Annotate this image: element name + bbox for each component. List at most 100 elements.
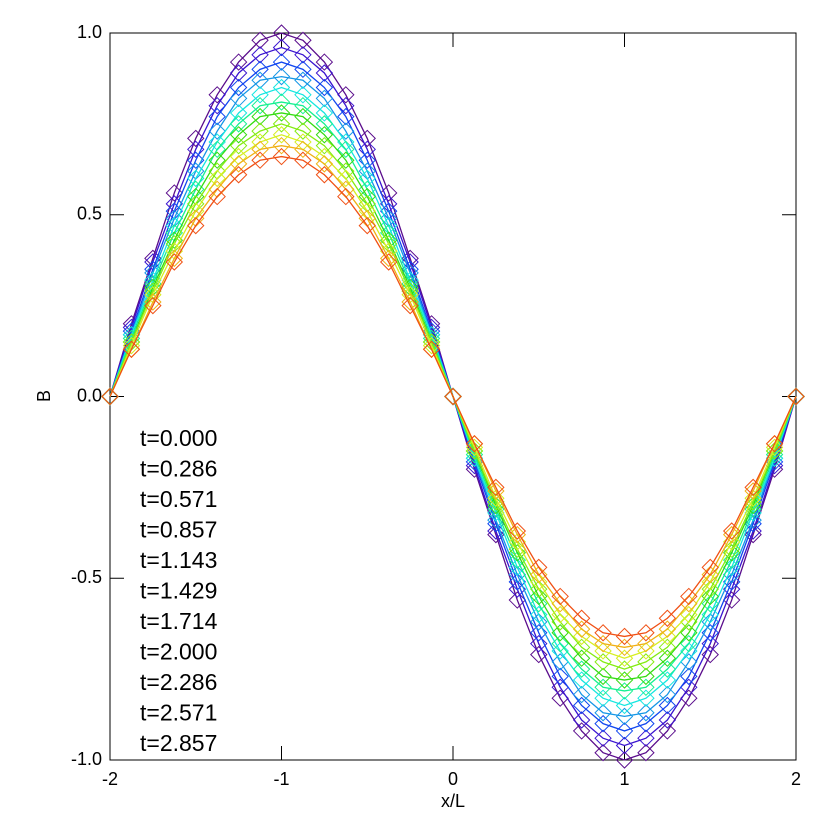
diamond-marker — [615, 736, 634, 755]
diamond-marker — [337, 140, 355, 159]
diamond-marker — [615, 696, 634, 715]
diamond-marker — [465, 445, 484, 464]
diamond-marker — [637, 744, 655, 762]
diamond-marker — [551, 605, 569, 624]
legend-entry: t=0.857 — [140, 517, 217, 543]
y-tick-label: 0.5 — [77, 204, 102, 224]
y-tick-label: 1.0 — [77, 22, 102, 42]
diamond-marker — [444, 387, 462, 406]
diamond-marker — [337, 96, 355, 115]
legend-entry: t=2.571 — [140, 700, 217, 726]
diamond-marker — [701, 594, 719, 613]
diamond-marker — [744, 482, 762, 500]
diamond-marker — [572, 609, 591, 627]
diamond-marker — [508, 522, 527, 540]
diamond-marker — [187, 151, 205, 169]
diamond-marker — [315, 104, 334, 122]
series-line — [109, 155, 797, 638]
diamond-marker — [401, 282, 419, 300]
diamond-marker — [487, 478, 505, 497]
diamond-marker — [572, 649, 591, 667]
diamond-marker — [272, 147, 291, 166]
diamond-marker — [722, 540, 741, 558]
diamond-marker — [379, 231, 398, 249]
diamond-marker — [229, 155, 248, 173]
diamond-marker — [765, 445, 784, 464]
diamond-marker — [251, 151, 269, 169]
diamond-marker — [294, 60, 312, 79]
diamond-marker — [765, 438, 784, 457]
diamond-marker — [744, 489, 762, 507]
diamond-marker — [594, 704, 612, 722]
diamond-marker — [637, 714, 655, 733]
diamond-marker — [701, 624, 719, 642]
diamond-marker — [572, 722, 591, 740]
diamond-marker — [208, 86, 226, 104]
diamond-marker — [658, 711, 677, 729]
diamond-marker — [530, 613, 548, 631]
diamond-marker — [465, 438, 484, 457]
legend-entry: t=1.143 — [140, 547, 217, 573]
diamond-marker — [465, 435, 484, 453]
diamond-marker — [251, 46, 269, 64]
diamond-marker — [658, 627, 677, 646]
diamond-marker — [530, 605, 548, 624]
diamond-marker — [272, 53, 291, 71]
diamond-marker — [251, 60, 269, 79]
diamond-marker — [187, 140, 205, 159]
diamond-marker — [658, 620, 677, 638]
x-tick-label: -2 — [102, 769, 118, 789]
diamond-marker — [508, 551, 527, 569]
diamond-marker — [615, 751, 634, 769]
diamond-marker — [572, 671, 591, 689]
x-tick-label: 1 — [619, 769, 629, 789]
diamond-marker — [572, 620, 591, 638]
diamond-marker — [701, 558, 719, 577]
diamond-marker — [551, 642, 569, 660]
y-tick-label: -1.0 — [71, 749, 102, 769]
diamond-marker — [294, 46, 312, 64]
diamond-marker — [594, 678, 612, 697]
diamond-marker — [508, 540, 527, 558]
diamond-marker — [187, 129, 205, 148]
diamond-marker — [358, 151, 376, 169]
diamond-marker — [229, 166, 248, 184]
diamond-marker — [251, 71, 269, 89]
diamond-marker — [765, 442, 784, 460]
diamond-marker — [487, 500, 505, 518]
diamond-marker — [530, 634, 548, 653]
diamond-marker — [208, 140, 226, 159]
diamond-marker — [315, 64, 334, 82]
diamond-marker — [572, 711, 591, 729]
diamond-marker — [572, 696, 591, 715]
diamond-marker — [530, 573, 548, 591]
diamond-marker — [615, 638, 634, 657]
diamond-marker — [358, 140, 376, 159]
diamond-marker — [594, 714, 612, 733]
diamond-marker — [615, 660, 634, 678]
diamond-marker — [229, 64, 248, 82]
x-tick-label: 0 — [448, 769, 458, 789]
diamond-marker — [722, 544, 741, 562]
diamond-marker — [701, 573, 719, 591]
diamond-marker — [337, 107, 355, 126]
diamond-marker — [701, 580, 719, 598]
diamond-marker — [337, 187, 355, 206]
diamond-marker — [551, 624, 569, 642]
diamond-marker — [530, 587, 548, 606]
diamond-marker — [229, 126, 248, 144]
diamond-marker — [272, 38, 291, 57]
diamond-marker — [294, 86, 312, 104]
diamond-marker — [658, 671, 677, 689]
diamond-marker — [422, 336, 441, 355]
diamond-marker — [530, 558, 548, 577]
diamond-marker — [551, 634, 569, 653]
diamond-marker — [208, 169, 226, 188]
diamond-marker — [358, 169, 376, 188]
diamond-marker — [358, 216, 376, 235]
diamond-marker — [572, 685, 591, 704]
diamond-marker — [637, 634, 655, 653]
diamond-marker — [337, 169, 355, 188]
diamond-marker — [208, 122, 226, 140]
diamond-marker — [594, 729, 612, 747]
